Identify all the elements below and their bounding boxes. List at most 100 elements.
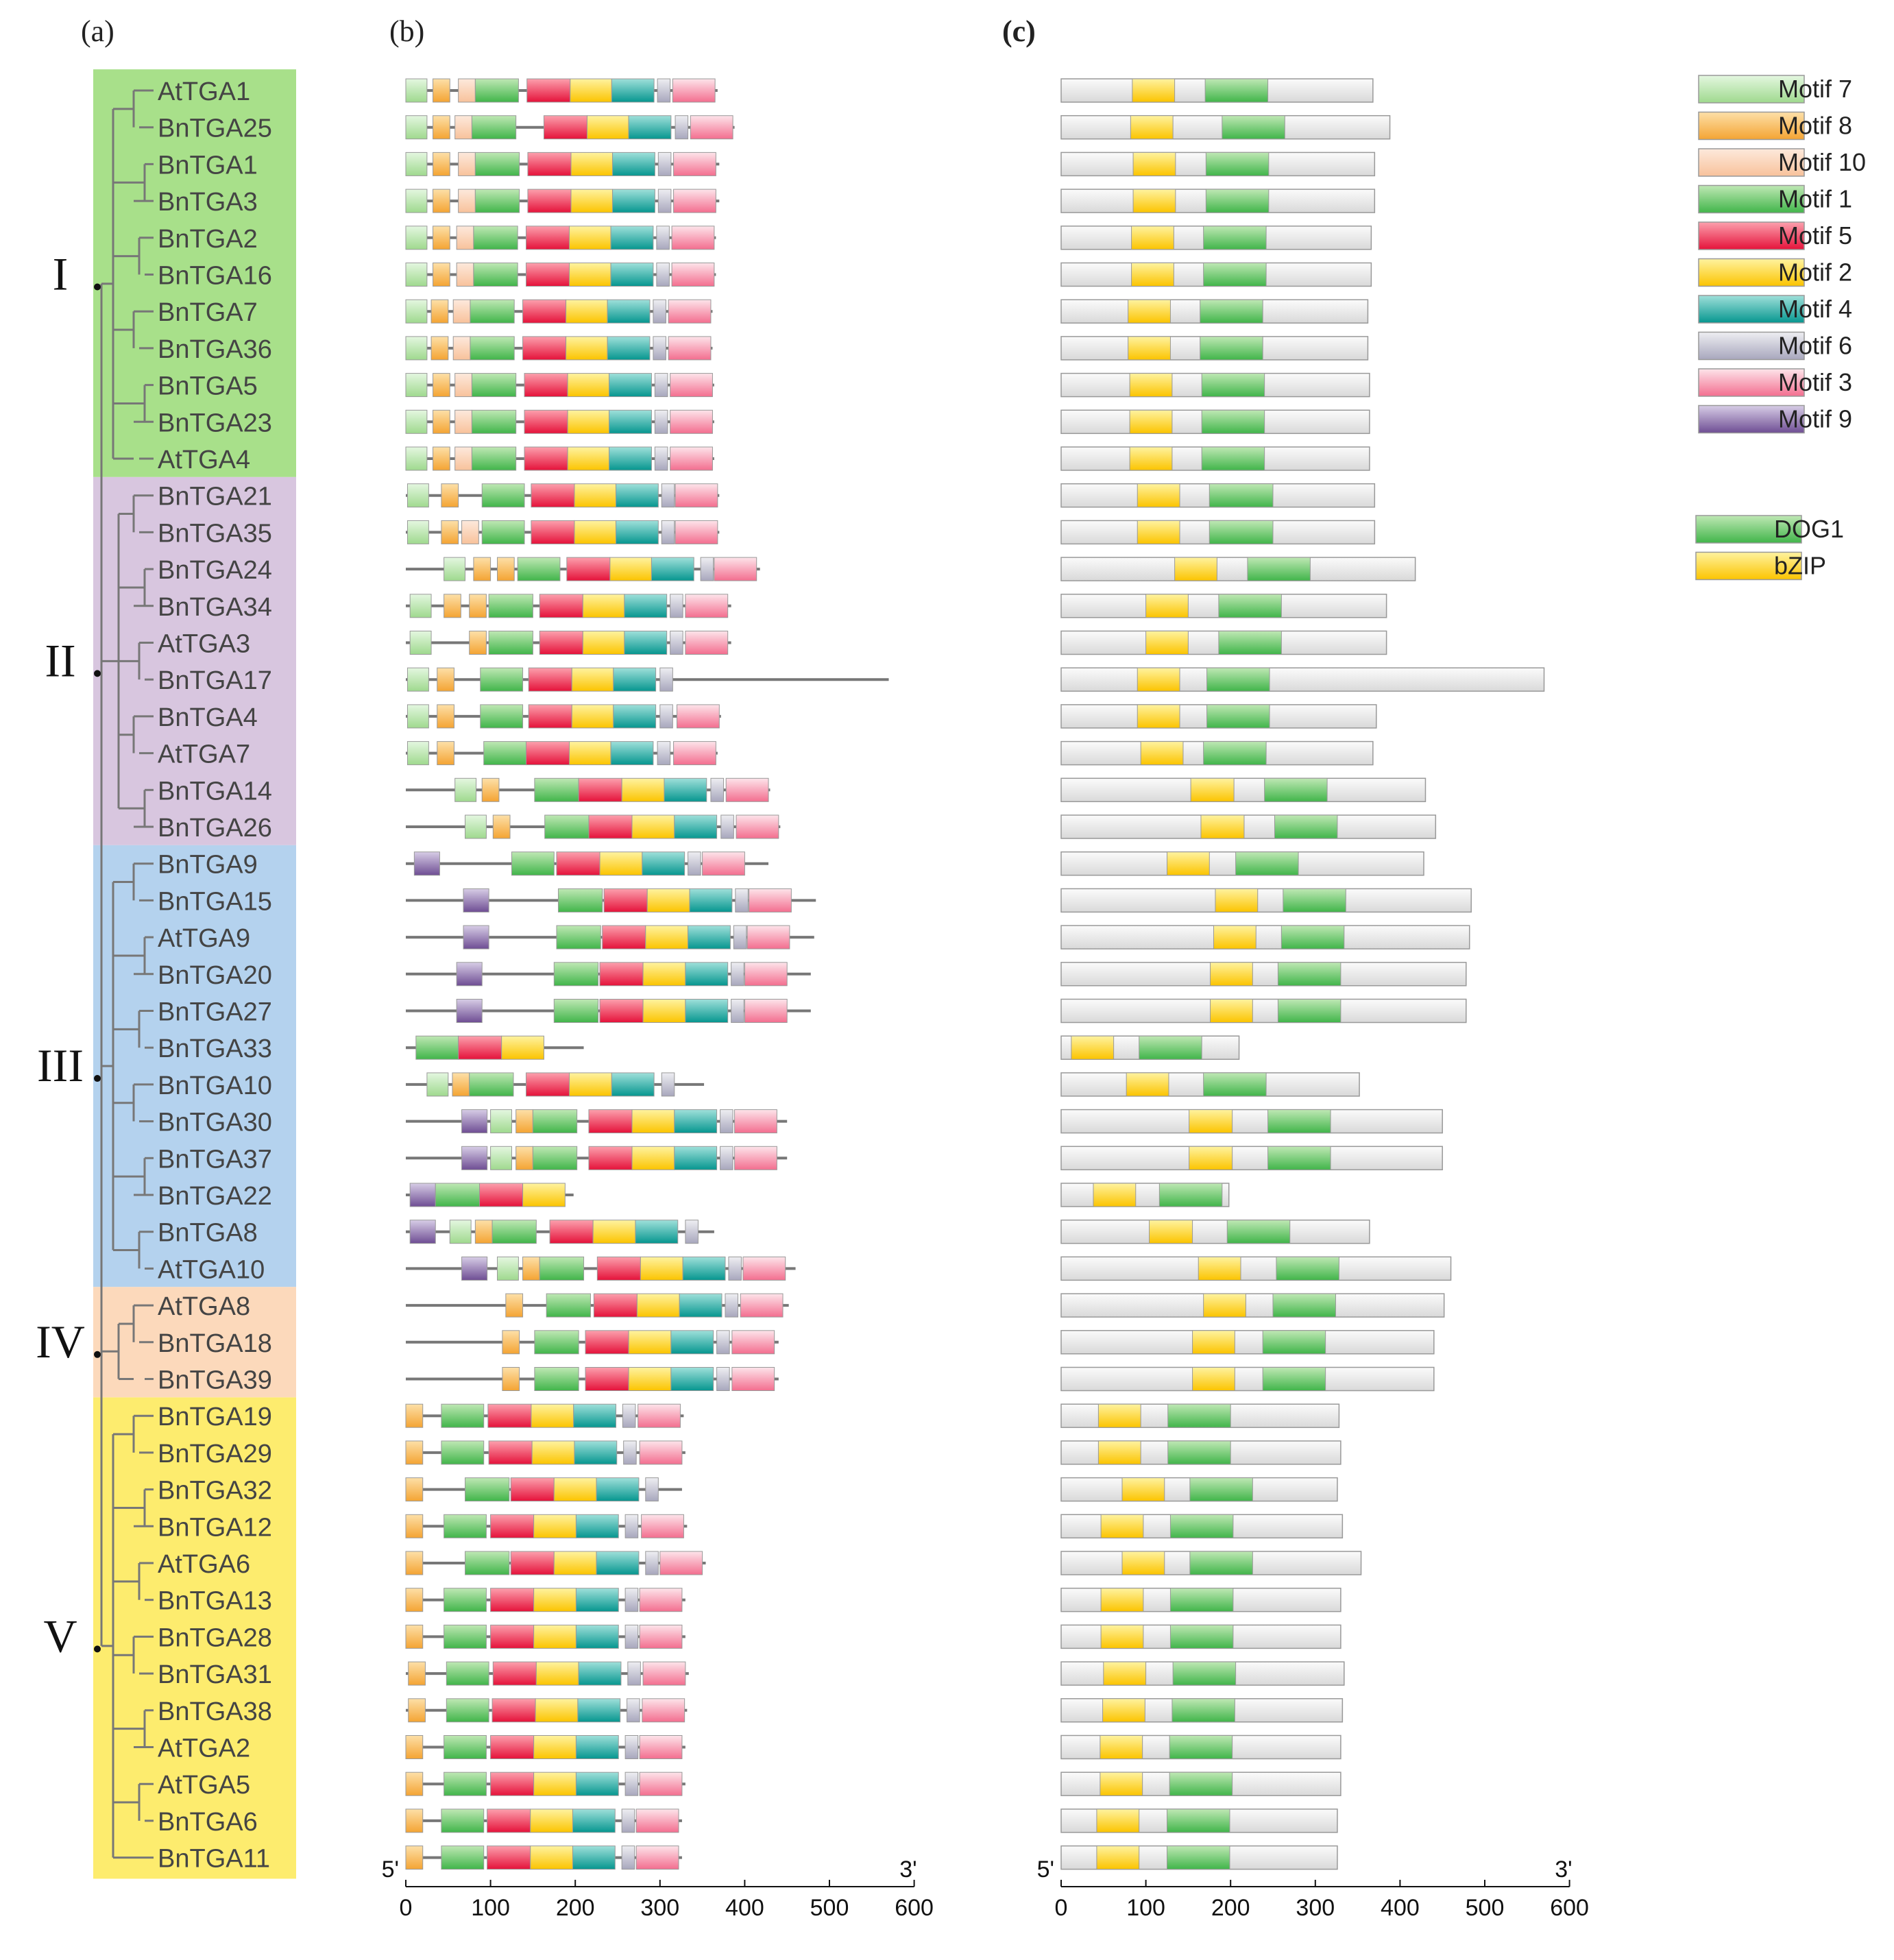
motif-3-box xyxy=(639,1735,683,1759)
motif-row xyxy=(406,1367,779,1391)
motif-8-box xyxy=(405,1771,424,1796)
motif-6-box xyxy=(720,814,734,839)
domain-bzip-box xyxy=(1174,557,1217,581)
motif-6-box xyxy=(621,1846,635,1870)
motif-4-box xyxy=(609,373,652,398)
motif-row xyxy=(406,777,770,802)
motif-6-box xyxy=(653,336,666,361)
gene-name: BnTGA37 xyxy=(158,1145,272,1174)
domain-row xyxy=(1060,1661,1345,1686)
domain-row xyxy=(1060,114,1391,140)
motif-1-box xyxy=(483,741,527,766)
gene-name: BnTGA4 xyxy=(158,703,258,732)
motif-2-box xyxy=(535,1661,579,1686)
axis-tick-label: 100 xyxy=(471,1895,510,1921)
motif-8-box xyxy=(515,1146,533,1170)
motif-10-box xyxy=(454,446,472,471)
gene-name: BnTGA25 xyxy=(158,114,272,143)
domain-bzip-box xyxy=(1129,373,1173,398)
motif-8-box xyxy=(430,336,449,361)
motif-8-box xyxy=(441,520,459,544)
domain-dog1-box xyxy=(1226,1220,1291,1244)
axis-end-label: 3' xyxy=(899,1856,916,1883)
motif-8-box xyxy=(437,667,454,692)
motif-8-box xyxy=(437,704,454,729)
motif-8-box xyxy=(405,1624,424,1649)
protein-length-bar xyxy=(1060,925,1470,949)
gene-name: BnTGA19 xyxy=(158,1403,272,1431)
legend: Motif 7 Motif 8 Motif 10 Motif 1 Motif 5 Moti… xyxy=(1695,75,1866,581)
motif-1-box xyxy=(465,1551,510,1575)
gene-name: AtTGA7 xyxy=(158,740,250,769)
motif-10-box xyxy=(458,78,476,103)
motif-3-box xyxy=(635,1808,679,1833)
motif-2-box xyxy=(533,1514,576,1538)
domain-dog1-box xyxy=(1277,962,1341,987)
motif-2-box xyxy=(645,925,689,949)
gene-name: BnTGA34 xyxy=(158,593,272,622)
axis-tick-label: 0 xyxy=(1055,1895,1068,1921)
legend-label-dog1: DOG1 xyxy=(1774,515,1844,543)
domain-row xyxy=(1060,189,1376,213)
motif-5-box xyxy=(490,1735,535,1759)
motif-5-box xyxy=(479,1183,524,1207)
motif-1-box xyxy=(473,263,518,287)
motif-3-box xyxy=(639,1588,683,1612)
motif-3-box xyxy=(639,1624,683,1649)
clade-dot-V xyxy=(94,1645,101,1653)
motif-2-box xyxy=(530,1808,573,1833)
domain-dog1-box xyxy=(1201,373,1265,398)
motif-8-box xyxy=(408,1698,426,1723)
motif-10-box xyxy=(456,226,474,250)
motif-6-box xyxy=(656,263,670,287)
motif-2-box xyxy=(587,115,629,140)
domain-bzip-box xyxy=(1132,152,1176,176)
motif-1-box xyxy=(469,1072,514,1097)
motif-4-box xyxy=(613,667,657,692)
motif-3-box xyxy=(668,299,712,324)
motif-5-box xyxy=(566,557,611,581)
gene-name: BnTGA35 xyxy=(158,519,272,548)
axis-end-label: 3' xyxy=(1555,1856,1572,1883)
motif-3-box xyxy=(742,1256,786,1281)
clade-block-I xyxy=(93,69,296,477)
motif-row xyxy=(406,483,720,508)
motif-5-box xyxy=(602,925,646,949)
legend-label-motif-3: Motif 3 xyxy=(1778,368,1852,396)
domain-dog1-box xyxy=(1172,1661,1237,1686)
motif-1-box xyxy=(444,1624,487,1649)
motif-3-box xyxy=(672,78,716,103)
domain-bzip-box xyxy=(1129,446,1173,471)
motif-2-box xyxy=(501,1035,544,1060)
motif-2-box xyxy=(533,1735,576,1759)
domain-bzip-box xyxy=(1192,1367,1235,1391)
motif-6-box xyxy=(661,1072,675,1097)
domain-bzip-box xyxy=(1131,263,1174,287)
motif-5-box xyxy=(526,263,570,287)
domain-bzip-box xyxy=(1096,1846,1140,1870)
motif-5-box xyxy=(585,1330,629,1355)
motif-6-box xyxy=(659,704,673,729)
motif-5-box xyxy=(490,1771,535,1796)
motif-1-box xyxy=(470,299,515,324)
motif-4-box xyxy=(670,1367,714,1391)
domain-row xyxy=(1060,1403,1340,1428)
gene-name: BnTGA17 xyxy=(158,666,272,695)
domain-bzip-box xyxy=(1140,741,1184,766)
domain-dog1-box xyxy=(1167,1808,1230,1833)
motif-3-box xyxy=(744,999,788,1023)
motif-8-box xyxy=(496,557,515,581)
domain-row xyxy=(1060,520,1376,545)
domain-dog1-box xyxy=(1167,1846,1230,1870)
domain-bzip-box xyxy=(1198,1256,1241,1281)
motif-4-box xyxy=(674,1109,718,1134)
axis-tick-label: 0 xyxy=(400,1895,413,1921)
domain-row xyxy=(1060,1330,1435,1355)
motif-4-box xyxy=(609,446,652,471)
motif-4-box xyxy=(596,1477,640,1502)
motif-9-box xyxy=(456,962,483,987)
protein-length-bar xyxy=(1060,814,1437,839)
motif-9-box xyxy=(461,1256,488,1281)
domain-bzip-box xyxy=(1137,483,1180,508)
